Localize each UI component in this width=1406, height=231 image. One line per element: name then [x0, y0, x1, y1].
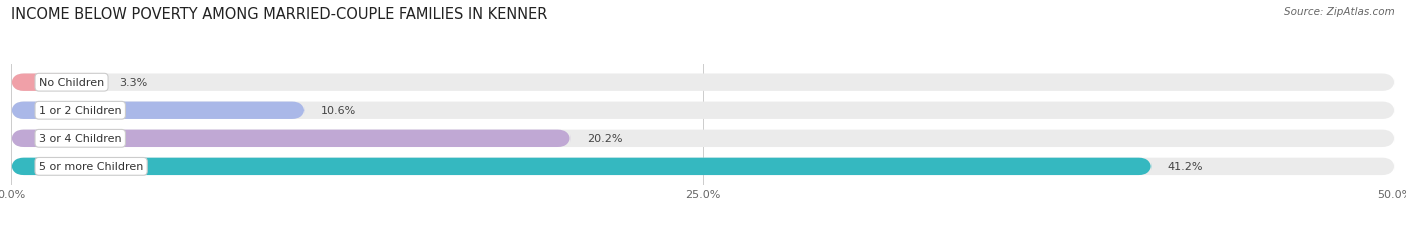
Text: INCOME BELOW POVERTY AMONG MARRIED-COUPLE FAMILIES IN KENNER: INCOME BELOW POVERTY AMONG MARRIED-COUPL…: [11, 7, 547, 22]
FancyBboxPatch shape: [11, 158, 1152, 175]
Text: No Children: No Children: [39, 78, 104, 88]
Text: Source: ZipAtlas.com: Source: ZipAtlas.com: [1284, 7, 1395, 17]
FancyBboxPatch shape: [11, 74, 103, 91]
FancyBboxPatch shape: [11, 74, 1395, 91]
FancyBboxPatch shape: [11, 130, 1395, 147]
FancyBboxPatch shape: [11, 158, 1395, 175]
Text: 1 or 2 Children: 1 or 2 Children: [39, 106, 121, 116]
Text: 3 or 4 Children: 3 or 4 Children: [39, 134, 121, 144]
Text: 41.2%: 41.2%: [1168, 162, 1204, 172]
Text: 5 or more Children: 5 or more Children: [39, 162, 143, 172]
FancyBboxPatch shape: [11, 102, 1395, 119]
FancyBboxPatch shape: [11, 102, 305, 119]
Text: 10.6%: 10.6%: [321, 106, 356, 116]
Text: 20.2%: 20.2%: [586, 134, 623, 144]
Text: 3.3%: 3.3%: [120, 78, 148, 88]
FancyBboxPatch shape: [11, 130, 571, 147]
